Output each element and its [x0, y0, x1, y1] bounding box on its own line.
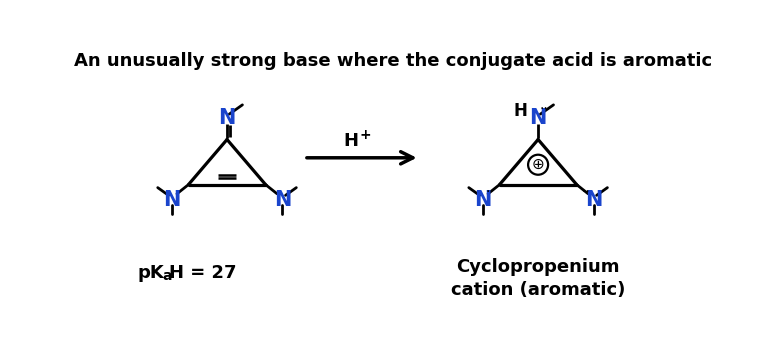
Text: a: a	[162, 268, 172, 283]
Text: H: H	[343, 132, 358, 150]
Text: N: N	[218, 108, 236, 128]
Text: N: N	[585, 190, 602, 210]
Text: H: H	[513, 102, 527, 120]
Text: ··: ··	[486, 185, 495, 199]
Text: N: N	[273, 190, 291, 210]
Text: An unusually strong base where the conjugate acid is aromatic: An unusually strong base where the conju…	[74, 52, 712, 70]
Text: ⊕: ⊕	[532, 157, 545, 172]
Text: pK: pK	[138, 264, 165, 282]
Text: N: N	[163, 190, 180, 210]
Text: H = 27: H = 27	[169, 264, 237, 282]
Text: N: N	[529, 108, 547, 128]
Text: Cyclopropenium
cation (aromatic): Cyclopropenium cation (aromatic)	[451, 258, 625, 300]
Text: N: N	[474, 190, 491, 210]
Text: +: +	[359, 128, 371, 143]
Text: ··: ··	[539, 102, 548, 117]
Text: ··: ··	[581, 185, 591, 199]
